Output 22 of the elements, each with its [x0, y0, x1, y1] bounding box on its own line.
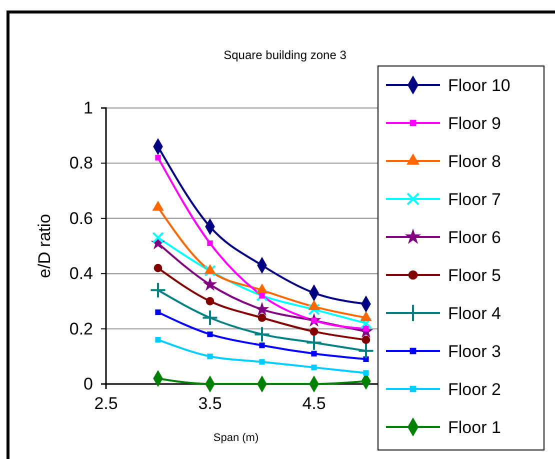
legend-label: Floor 10	[448, 76, 510, 95]
y-tick-label: 1	[84, 98, 93, 118]
legend-label: Floor 1	[448, 418, 501, 437]
legend-label: Floor 3	[448, 342, 501, 361]
y-tick-label: 0.6	[69, 208, 93, 228]
x-tick-label: 3.5	[198, 394, 222, 414]
x-tick-label: 2.5	[94, 394, 118, 414]
y-axis-title: e/D ratio	[35, 214, 54, 278]
legend-label: Floor 6	[448, 228, 501, 247]
legend-label: Floor 5	[448, 266, 501, 285]
y-tick-label: 0.2	[69, 319, 93, 338]
legend-label: Floor 8	[448, 152, 501, 171]
legend-label: Floor 2	[448, 380, 501, 399]
chart-title: Square building zone 3	[224, 48, 347, 62]
y-tick-label: 0	[84, 374, 93, 394]
legend-label: Floor 4	[448, 304, 501, 323]
y-tick-label: 0.8	[69, 154, 93, 173]
y-tick-label: 0.4	[69, 264, 93, 284]
x-tick-label: 4.5	[302, 394, 326, 414]
legend-label: Floor 7	[448, 190, 501, 209]
x-axis-title: Span (m)	[213, 432, 259, 444]
legend-label: Floor 9	[448, 114, 501, 133]
